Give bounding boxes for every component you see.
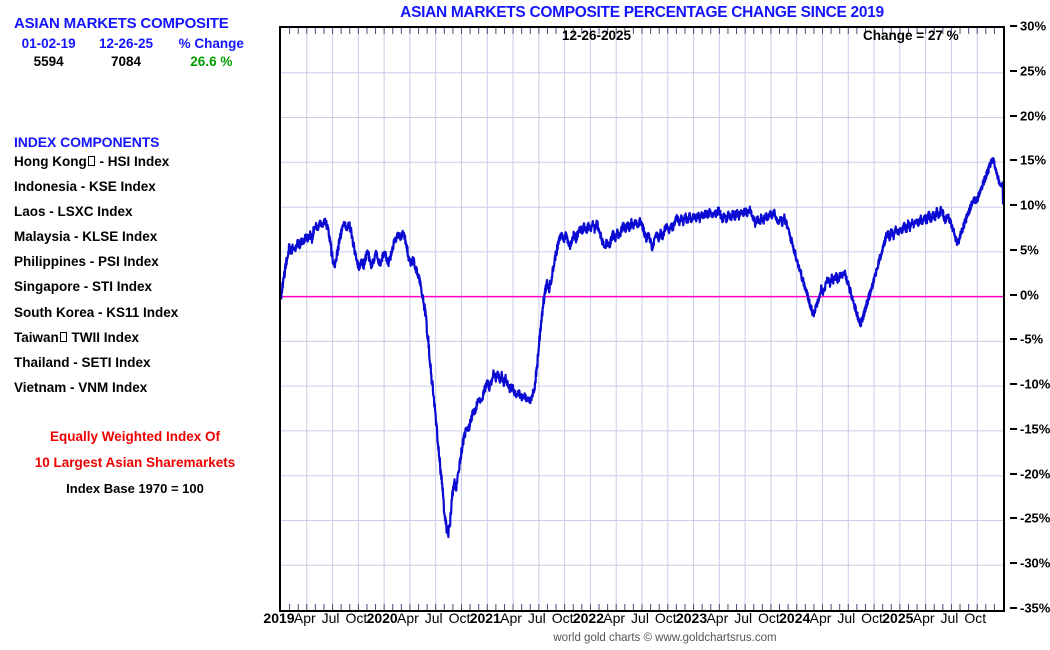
y-axis-tick-label: -25% (1020, 510, 1050, 526)
y-axis-tickmark (1010, 427, 1017, 430)
missing-glyph-box (59, 331, 67, 342)
index-components-list: Hong Kong - HSI Index Indonesia - KSE Ind… (14, 153, 264, 404)
x-axis-month-label: Jul (321, 610, 340, 626)
index-component-item: Indonesia - KSE Index (14, 179, 156, 195)
y-axis-tickmark (1010, 562, 1017, 565)
y-axis-tickmark (1010, 159, 1017, 162)
x-axis-month-label: Oct (345, 610, 368, 626)
index-component-item: South Korea - KS11 Index (14, 304, 179, 320)
plot-svg (281, 28, 1003, 610)
x-axis-year-label: 2021 (469, 610, 501, 626)
x-axis-month-label: Apr (912, 610, 935, 626)
x-axis-month-label: Oct (964, 610, 987, 626)
x-axis-month-label: Apr (397, 610, 419, 626)
y-axis-tick-label: -15% (1020, 421, 1050, 437)
y-axis-tickmark (1010, 25, 1017, 27)
y-axis-tickmark (1010, 204, 1017, 207)
y-axis-tick-label: 0% (1020, 287, 1039, 303)
y-axis-tickmark (1010, 517, 1017, 520)
x-axis-month-label: Oct (448, 610, 471, 626)
x-axis-year-label: 2025 (882, 610, 914, 626)
y-axis-tickmark (1010, 607, 1017, 609)
note-equally-weighted: Equally Weighted Index Of (49, 429, 221, 444)
note-largest-sharemarkets: 10 Largest Asian Sharemarkets (34, 455, 236, 470)
y-axis-tick-label: -20% (1020, 466, 1050, 482)
summary-header-end-date: 12-26-25 (98, 36, 153, 51)
y-axis-tickmark (1010, 293, 1017, 296)
plot-area (279, 26, 1005, 612)
panel-title: ASIAN MARKETS COMPOSITE (14, 15, 229, 32)
x-axis-month-label: Oct (654, 610, 677, 626)
chart-change-label: Change = 27 % (863, 28, 959, 43)
y-axis-tick-label: -30% (1020, 555, 1050, 571)
x-axis-month-label: Jul (527, 610, 546, 626)
x-axis-month-label: Oct (861, 610, 883, 626)
x-axis-month-label: Oct (551, 610, 574, 626)
missing-glyph-box (87, 156, 95, 166)
y-axis-tick-label: 15% (1020, 152, 1047, 168)
x-axis-month-label: Jul (424, 610, 443, 626)
vertical-gridlines (306, 28, 978, 610)
x-axis-month-label: Apr (706, 610, 729, 626)
chart-date-label: 12-26-2025 (562, 28, 632, 43)
x-axis-year-label: 2019 (263, 610, 295, 626)
x-axis-year-label: 2023 (675, 610, 708, 626)
y-axis-tick-label: -10% (1020, 376, 1050, 392)
x-axis: 2019 Apr Jul Oct 2020 Apr Jul Oct 2021 Apr Jul Oct 2… (263, 610, 1001, 634)
x-axis-year-label: 2022 (572, 610, 604, 626)
x-axis-month-label: Jul (940, 610, 959, 626)
summary-header-pct-change: % Change (178, 36, 244, 51)
y-axis: 30% 25% 20% 15% 10% 5% 0% -5% -10% -15% -20% -25% -3… (1010, 19, 1050, 616)
y-axis-tick-label: -5% (1020, 331, 1044, 347)
summary-value-row: 5594 7084 26.6 % (10, 54, 258, 69)
index-component-item: Laos - LSXC Index (14, 204, 133, 220)
x-axis-month-label: Oct (758, 610, 780, 626)
summary-table: 01-02-19 12-26-25 % Change 5594 7084 26.… (10, 36, 258, 69)
index-components-title: INDEX COMPONENTS (14, 134, 160, 150)
summary-value-start: 5594 (33, 54, 64, 69)
note-index-base: Index Base 1970 = 100 (66, 481, 204, 496)
y-axis-tick-label: 10% (1020, 197, 1047, 213)
summary-value-end: 7084 (110, 54, 141, 69)
x-axis-month-label: Apr (293, 610, 316, 626)
y-axis-tickmark (1010, 69, 1017, 72)
x-axis-month-label: Jul (631, 610, 649, 626)
index-component-item: Taiwan TWII Index (14, 329, 140, 345)
info-panel: ASIAN MARKETS COMPOSITE 01-02-19 12-26-2… (0, 0, 270, 650)
x-axis-month-label: Jul (837, 610, 856, 626)
summary-header-start-date: 01-02-19 (21, 36, 76, 51)
y-axis-tick-label: 25% (1020, 63, 1047, 79)
y-axis-tick-label: 5% (1020, 242, 1039, 258)
index-component-item: Singapore - STI Index (14, 279, 153, 295)
x-axis-year-label: 2020 (366, 610, 398, 626)
y-axis-tick-label: 30% (1020, 18, 1047, 34)
index-component-item: Philippines - PSI Index (14, 254, 159, 270)
x-axis-month-label: Apr (603, 610, 626, 626)
index-component-item: Vietnam - VNM Index (14, 379, 148, 395)
chart-title: ASIAN MARKETS COMPOSITE PERCENTAGE CHANG… (400, 4, 884, 21)
y-axis-tick-label: -35% (1020, 600, 1050, 616)
index-component-item: Malaysia - KLSE Index (14, 229, 158, 245)
index-component-item: Hong Kong - HSI Index (14, 154, 170, 169)
data-series-line (281, 157, 1003, 539)
index-component-item: Thailand - SETI Index (14, 354, 151, 370)
x-axis-month-label: Jul (734, 610, 753, 626)
chart-container: ASIAN MARKETS COMPOSITE PERCENTAGE CHANG… (263, 0, 1050, 650)
y-axis-tickmark (1010, 472, 1017, 475)
x-axis-month-label: Apr (500, 610, 522, 626)
y-axis-tickmark (1010, 114, 1017, 117)
y-axis-tickmark (1010, 338, 1017, 341)
y-axis-tickmark (1010, 383, 1017, 386)
x-axis-year-label: 2024 (779, 610, 811, 626)
footer-credit: world gold charts © www.goldchartsrus.co… (553, 632, 777, 644)
y-axis-tickmark (1010, 248, 1017, 251)
edge-tickmarks (289, 28, 995, 610)
x-axis-month-label: Apr (809, 610, 832, 626)
summary-value-pct-change: 26.6 % (190, 54, 233, 69)
y-axis-tick-label: 20% (1020, 108, 1047, 124)
horizontal-gridlines (281, 72, 1003, 566)
summary-header-row: 01-02-19 12-26-25 % Change (10, 36, 258, 54)
